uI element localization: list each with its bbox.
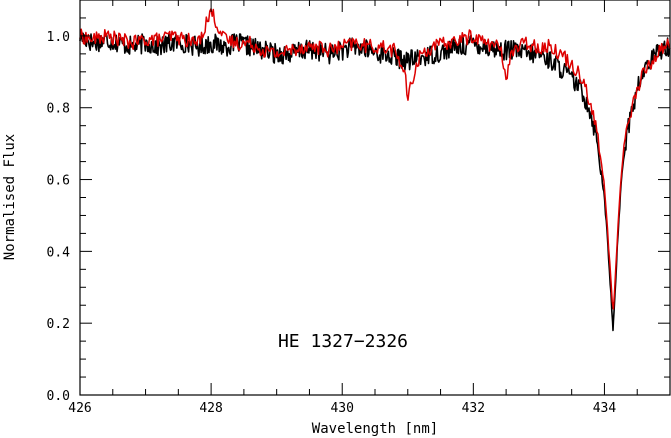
y-tick-label: 0.4 xyxy=(47,245,71,260)
y-tick-label: 0.0 xyxy=(47,389,70,404)
x-tick-label: 428 xyxy=(199,401,222,416)
x-tick-label: 426 xyxy=(68,401,91,416)
y-tick-label: 1.0 xyxy=(47,30,70,45)
y-axis-title: Normalised Flux xyxy=(2,134,18,260)
y-tick-label: 0.2 xyxy=(47,317,70,332)
y-tick-label: 0.6 xyxy=(47,174,70,189)
x-axis-title: Wavelength [nm] xyxy=(312,421,438,437)
ticks-layer: 426 428 430 432 434 0.0 0.2 0.4 0.6 0.8 1.0 xyxy=(47,0,671,416)
spectrum-line-2 xyxy=(79,8,671,310)
x-tick-label: 430 xyxy=(330,401,353,416)
spectrum-line-1 xyxy=(79,29,671,332)
x-tick-label: 434 xyxy=(593,401,617,416)
x-tick-label: 432 xyxy=(462,401,485,416)
series-layer xyxy=(79,8,671,332)
star-annotation: HE 1327−2326 xyxy=(278,331,408,352)
y-tick-label: 0.8 xyxy=(47,102,70,117)
